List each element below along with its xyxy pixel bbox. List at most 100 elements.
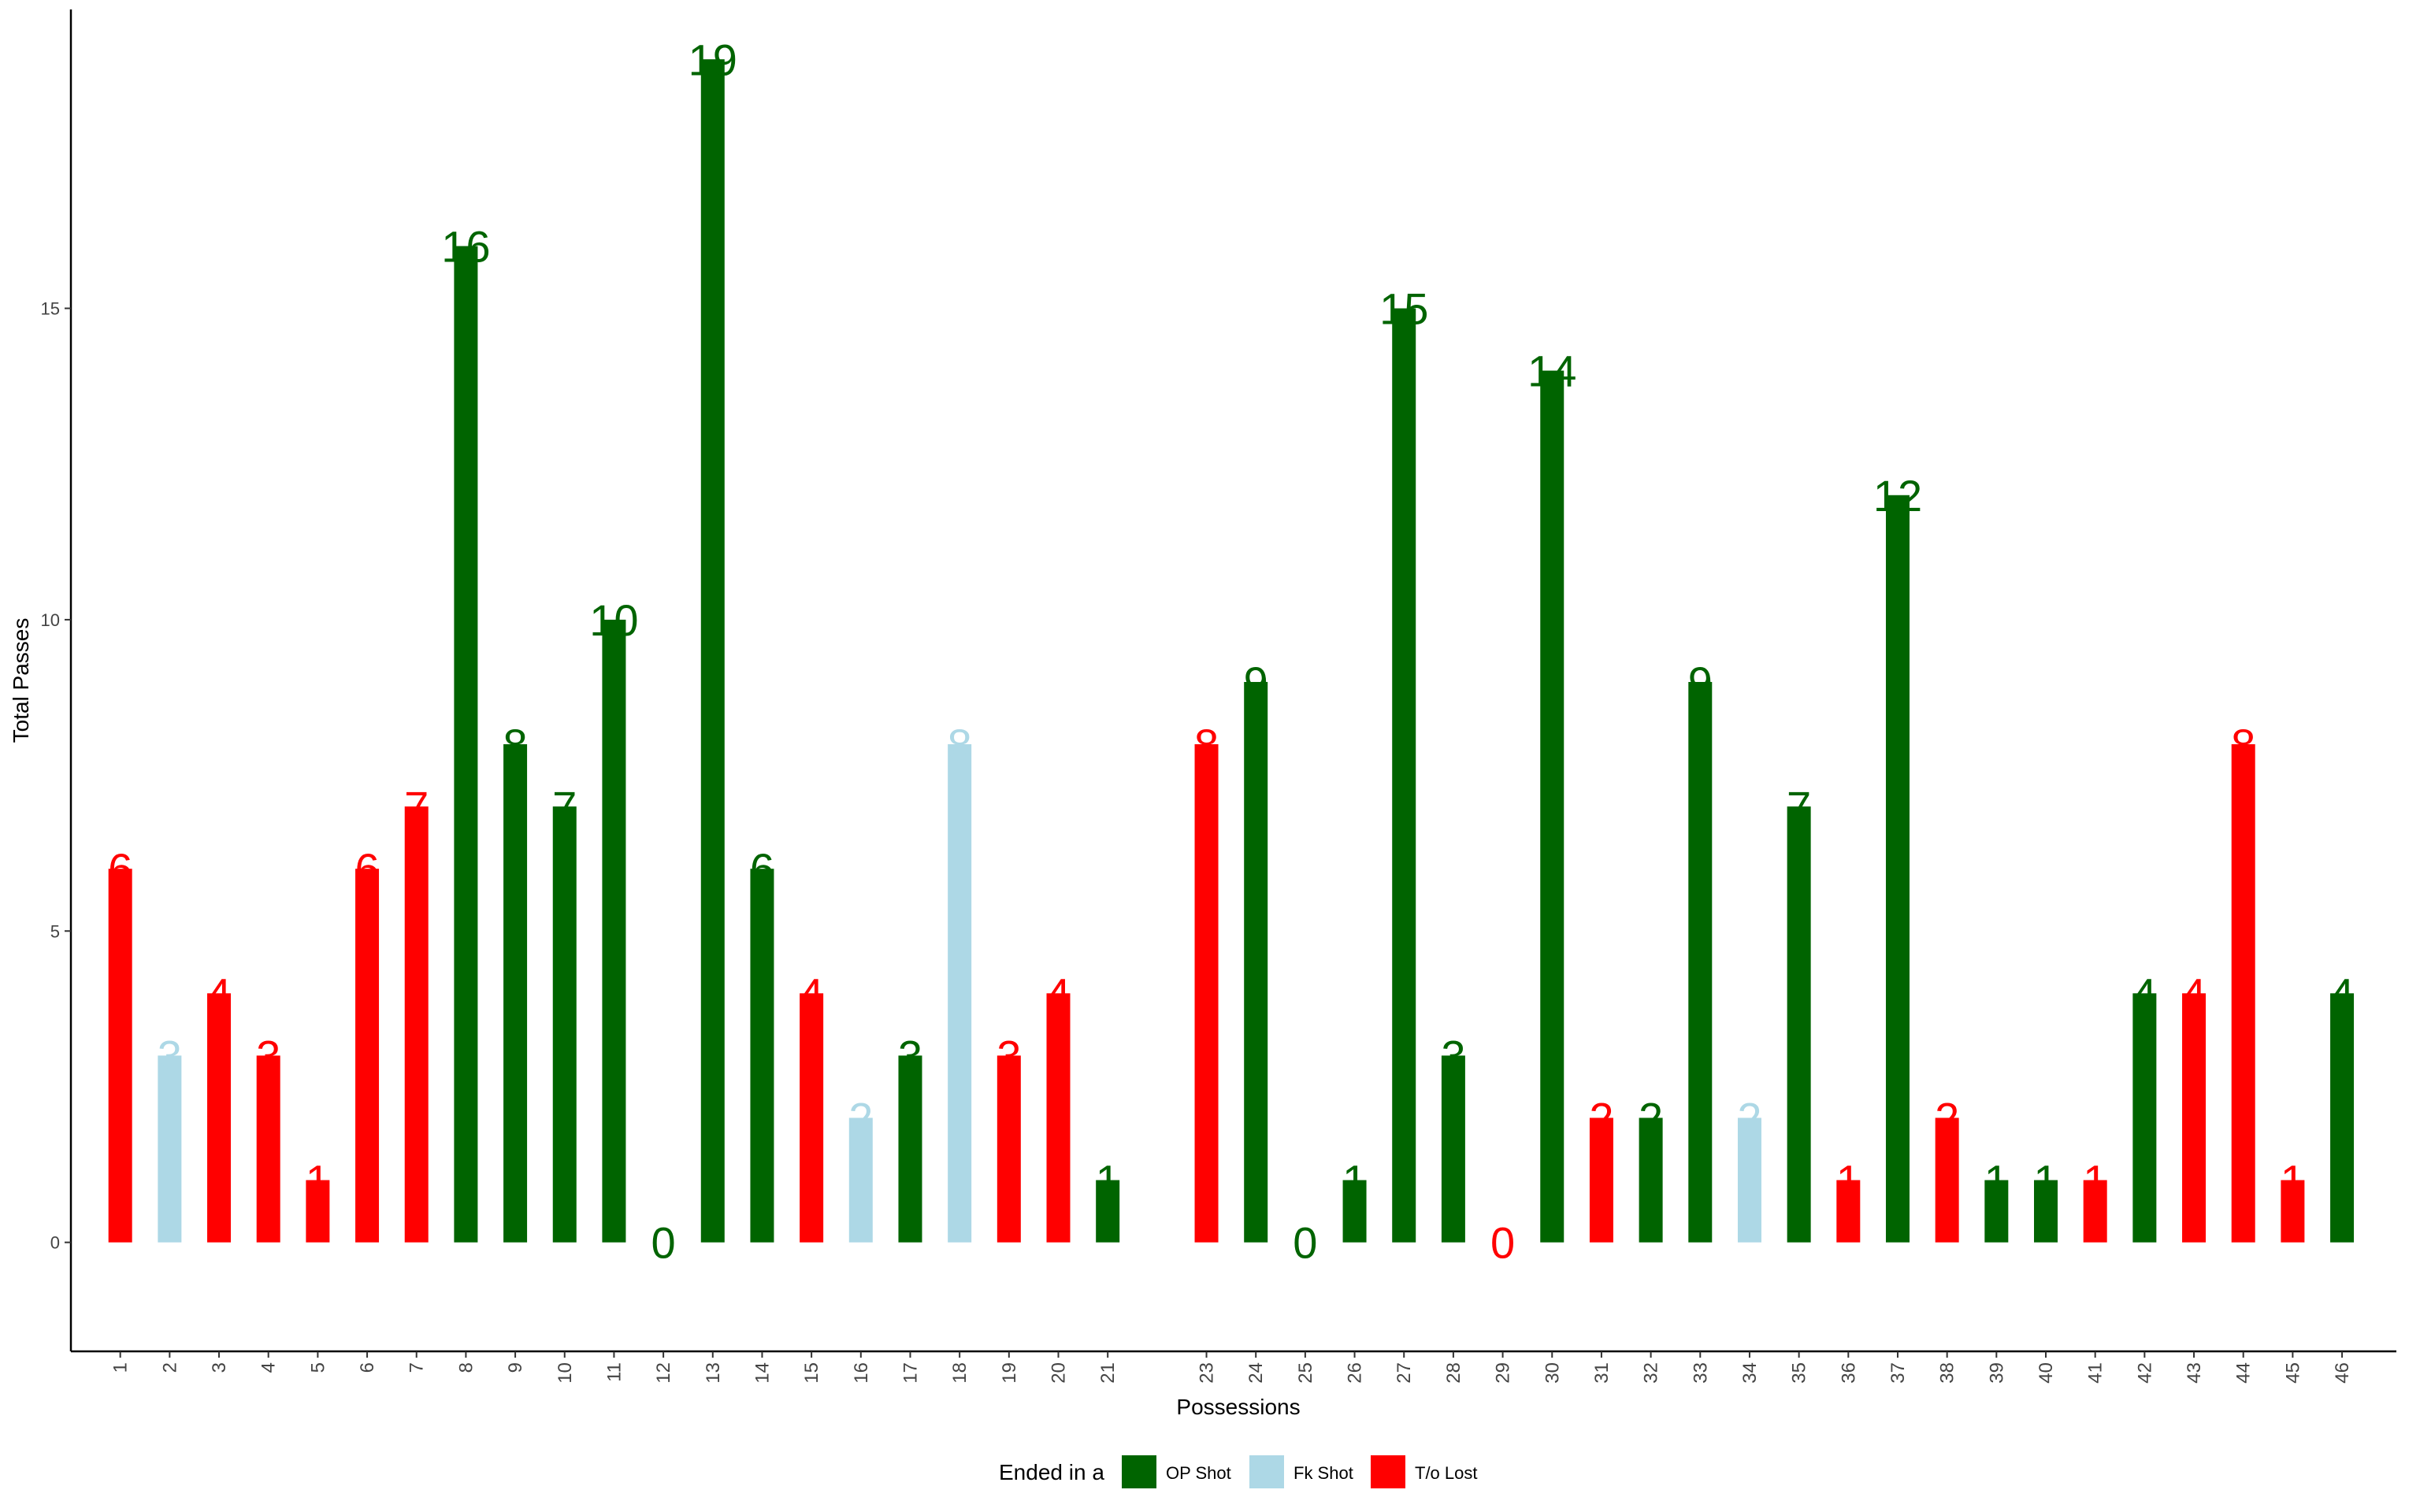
bar-42	[2132, 993, 2157, 1243]
bar-14	[750, 869, 774, 1243]
bars	[108, 59, 2355, 1243]
x-tick-label: 14	[752, 1362, 773, 1384]
bar-label-24: 9	[1244, 658, 1268, 707]
bar-33	[1688, 681, 1713, 1243]
bar-label-5: 1	[306, 1156, 330, 1206]
bar-43	[2182, 993, 2207, 1243]
bar-label-4: 3	[256, 1031, 280, 1080]
bar-label-41: 1	[2083, 1156, 2107, 1206]
bar-label-42: 4	[2132, 969, 2157, 1018]
bar-label-40: 1	[2033, 1156, 2058, 1206]
x-tick-label: 38	[1937, 1362, 1958, 1384]
bar-label-2: 3	[158, 1031, 182, 1080]
x-tick-label: 43	[2184, 1362, 2205, 1384]
bar-label-23: 8	[1194, 720, 1219, 769]
bar-3	[207, 993, 232, 1243]
bar-46	[2330, 993, 2355, 1243]
bar-32	[1639, 1117, 1663, 1243]
bar-label-33: 9	[1688, 658, 1713, 707]
bar-13	[700, 59, 725, 1243]
bar-label-45: 1	[2281, 1156, 2305, 1206]
bar-label-46: 4	[2329, 969, 2354, 1018]
legend-label-op: OP Shot	[1166, 1463, 1231, 1483]
bar-21	[1096, 1180, 1120, 1243]
x-tick-label: 2	[159, 1362, 180, 1373]
x-tick-label: 3	[209, 1362, 230, 1373]
x-tick-label: 18	[949, 1362, 971, 1384]
bar-2	[158, 1055, 182, 1243]
bar-36	[1836, 1180, 1861, 1243]
bar-9	[503, 744, 528, 1243]
bar-30	[1540, 370, 1564, 1243]
bar-19	[997, 1055, 1021, 1243]
x-axis-title: Possessions	[1176, 1395, 1300, 1419]
bar-label-31: 2	[1589, 1093, 1613, 1143]
x-tick-label: 45	[2282, 1362, 2303, 1384]
x-tick-label: 11	[603, 1362, 625, 1382]
bar-24	[1244, 681, 1268, 1243]
x-tick-label: 16	[851, 1362, 872, 1384]
bar-label-38: 2	[1935, 1093, 1959, 1143]
x-tick-label: 15	[801, 1362, 822, 1384]
bar-17	[898, 1055, 922, 1243]
bar-label-25: 0	[1293, 1218, 1317, 1268]
bar-20	[1046, 993, 1071, 1243]
x-tick-label: 24	[1245, 1362, 1267, 1384]
legend: Ended in a OP Shot Fk Shot T/o Lost	[999, 1455, 1477, 1488]
bar-44	[2231, 744, 2255, 1243]
x-tick-label: 31	[1591, 1362, 1613, 1384]
bar-label-18: 8	[948, 720, 972, 769]
bar-40	[2034, 1180, 2058, 1243]
x-tick-label: 34	[1739, 1362, 1761, 1384]
x-tick-label: 12	[653, 1362, 674, 1384]
bar-39	[1984, 1180, 2009, 1243]
x-tick-label: 7	[406, 1362, 428, 1373]
x-tick-label: 27	[1394, 1362, 1415, 1384]
x-axis-ticks: 1 2 3 4 5 6 7 8 9 10 11 12 13 14 15 16 17 18 19 20 21 23 24 25 2…	[110, 1351, 2353, 1384]
x-tick-label: 36	[1838, 1362, 1859, 1384]
x-tick-label: 46	[2332, 1362, 2353, 1384]
y-tick-label: 5	[50, 921, 60, 941]
bar-41	[2083, 1180, 2107, 1243]
bar-5	[306, 1180, 330, 1243]
bar-label-44: 8	[2231, 720, 2255, 769]
bar-label-43: 4	[2181, 969, 2206, 1018]
bar-45	[2281, 1180, 2305, 1243]
x-tick-label: 42	[2134, 1362, 2155, 1384]
bar-label-16: 2	[848, 1093, 873, 1143]
legend-entries: OP Shot Fk Shot T/o Lost	[1122, 1455, 1477, 1488]
bar-label-10: 7	[552, 782, 577, 832]
x-tick-label: 40	[2036, 1362, 2057, 1384]
x-tick-label: 26	[1345, 1362, 1366, 1384]
bar-label-28: 3	[1441, 1031, 1465, 1080]
x-tick-label: 19	[999, 1362, 1020, 1384]
bar-label-32: 2	[1639, 1093, 1663, 1143]
bar-35	[1787, 806, 1811, 1243]
x-tick-label: 9	[505, 1362, 526, 1373]
y-tick-label: 0	[50, 1233, 60, 1253]
bar-label-3: 4	[206, 969, 231, 1018]
bar-8	[454, 246, 478, 1243]
bar-4	[256, 1055, 280, 1243]
bar-6	[355, 869, 380, 1243]
x-tick-label: 32	[1641, 1362, 1662, 1384]
bar-label-21: 1	[1096, 1156, 1120, 1206]
bar-label-14: 6	[750, 844, 774, 894]
x-tick-label: 20	[1049, 1362, 1070, 1384]
bar-label-19: 3	[997, 1031, 1021, 1080]
bar-label-1: 6	[108, 844, 132, 894]
bar-label-11: 10	[589, 595, 638, 645]
x-tick-label: 33	[1690, 1362, 1711, 1384]
x-tick-label: 8	[455, 1362, 477, 1373]
bar-10	[552, 806, 577, 1243]
y-axis-title: Total Passes	[9, 618, 33, 743]
bar-label-34: 2	[1737, 1093, 1761, 1143]
x-tick-label: 23	[1197, 1362, 1218, 1384]
x-tick-label: 5	[307, 1362, 328, 1373]
bar-34	[1737, 1117, 1761, 1243]
x-tick-label: 10	[555, 1362, 576, 1384]
bar-26	[1342, 1180, 1367, 1243]
bar-label-8: 16	[441, 221, 490, 271]
